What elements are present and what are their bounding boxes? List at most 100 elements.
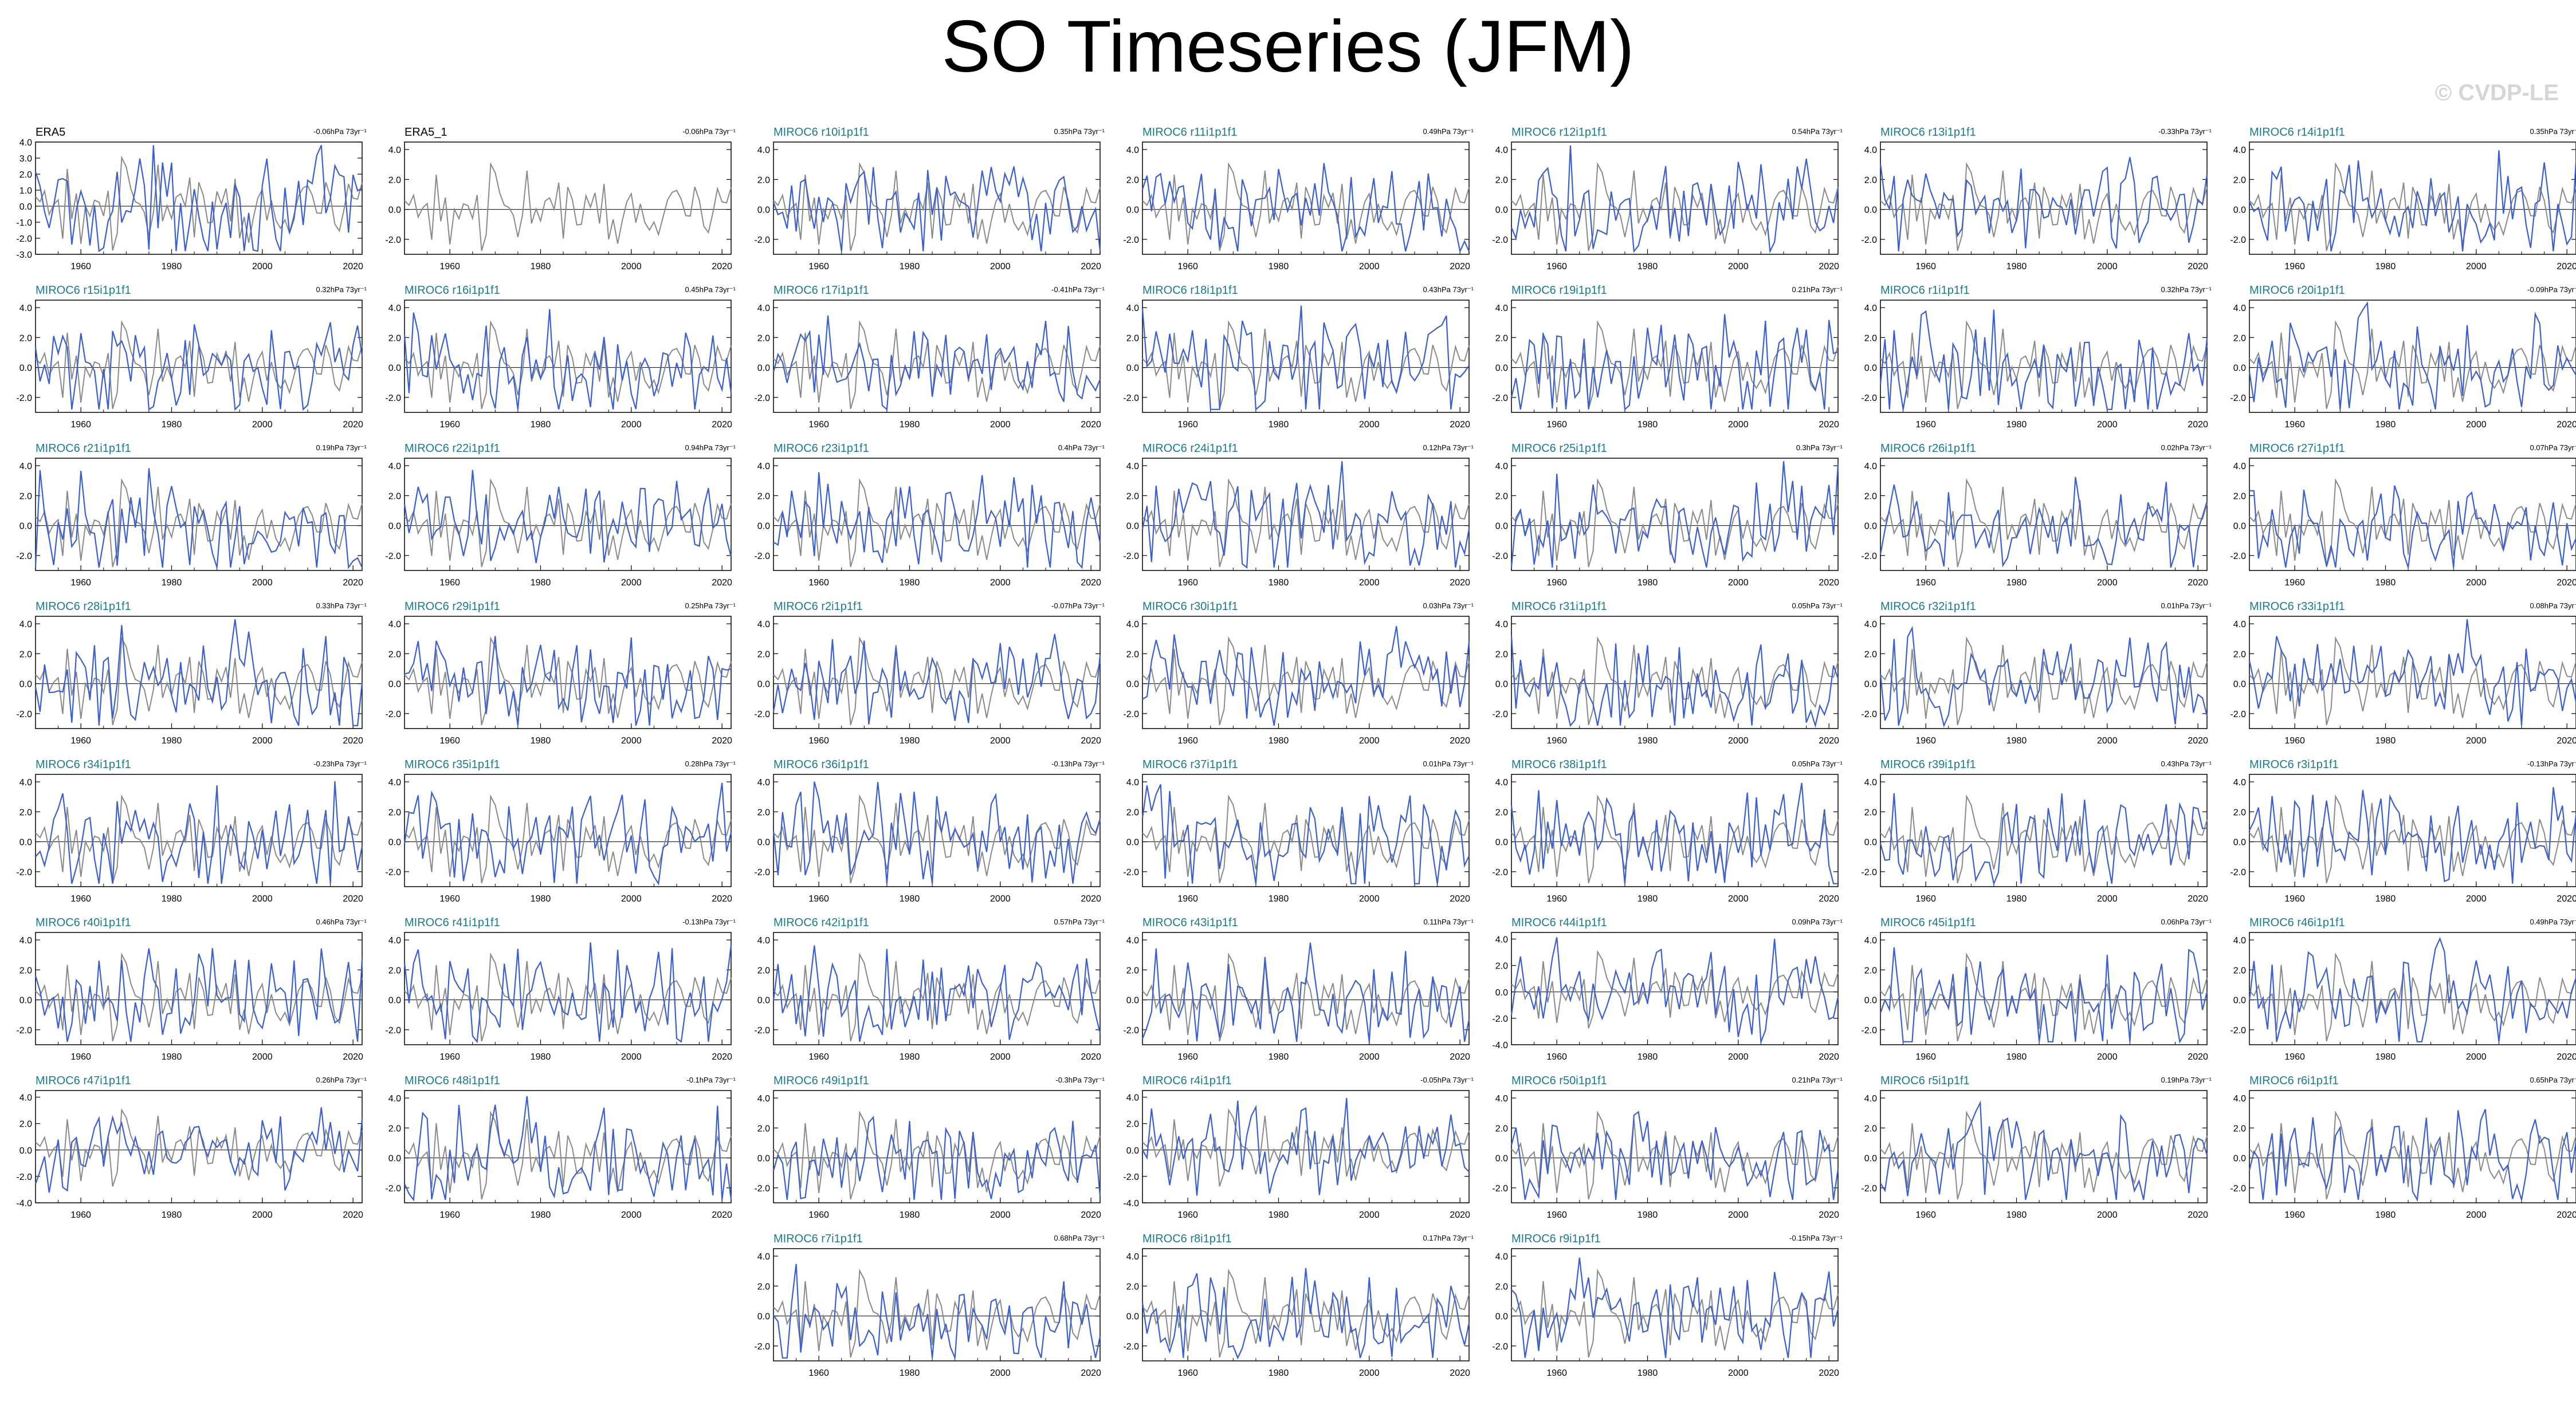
x-tick-label: 1960 [439,894,460,904]
x-tick-label: 2020 [1450,578,1470,588]
series-line [35,781,363,884]
x-tick-label: 1960 [439,578,460,588]
series-line [1141,784,1470,884]
y-tick-label: 2.0 [1126,1282,1139,1292]
reference-series-line [35,794,363,884]
plot-frame [773,300,1101,413]
y-tick-label: -2.0 [1123,235,1139,245]
series-line [1510,937,1839,1042]
x-tick-label: 1960 [70,578,91,588]
x-tick-label: 1960 [1915,1052,1936,1062]
plot-frame [35,932,363,1045]
timeseries-panel: MIROC6 r30i1p1f1 0.03hPa 73yr⁻¹ 4.0 2.0 0.0 -… [1107,599,1474,754]
panel-trend: -0.33hPa 73yr⁻¹ [2158,127,2212,136]
series-line [34,619,363,726]
x-tick-label: 1980 [2006,578,2027,588]
panel-name: MIROC6 r19i1p1f1 [1511,284,1607,297]
x-tick-label: 2020 [343,420,363,430]
timeseries-panel: MIROC6 r33i1p1f1 0.08hPa 73yr⁻¹ 4.0 2.0 0.0 -… [2214,599,2576,754]
y-tick-label: 0.0 [19,838,32,848]
plot-frame [1142,458,1470,571]
reference-series-line [1511,478,1839,568]
panel-trend: 0.33hPa 73yr⁻¹ [316,601,367,610]
y-tick-label: -2.0 [1492,710,1508,719]
x-tick-label: 1960 [2284,262,2305,271]
panel-name: MIROC6 r26i1p1f1 [1880,442,1976,455]
y-tick-label: -2.0 [385,1184,401,1194]
x-tick-label: 1960 [1546,736,1567,746]
y-tick-label: -2.0 [16,234,32,244]
x-tick-label: 2000 [990,1368,1011,1378]
y-tick-label: 4.0 [2233,1094,2246,1104]
x-tick-label: 1960 [808,262,829,271]
y-tick-label: 4.0 [1126,304,1139,313]
panel-trend: 0.28hPa 73yr⁻¹ [685,759,736,768]
timeseries-panel: MIROC6 r14i1p1f1 0.35hPa 73yr⁻¹ 4.0 2.0 0.0 -… [2214,125,2576,280]
y-tick-label: -2.0 [754,235,770,245]
x-tick-label: 2020 [1819,578,1839,588]
reference-series-line [2249,1110,2576,1200]
series-line [773,472,1101,569]
plot-frame [1511,774,1839,887]
timeseries-panel: MIROC6 r8i1p1f1 0.17hPa 73yr⁻¹ 4.0 2.0 0.0 -2… [1107,1231,1474,1386]
y-tick-label: 0.0 [1126,680,1139,690]
panel-trend: 0.21hPa 73yr⁻¹ [1792,285,1843,294]
panel-trend: 0.05hPa 73yr⁻¹ [1792,759,1843,768]
y-tick-label: 0.0 [1126,996,1139,1006]
timeseries-panel: MIROC6 r36i1p1f1 -0.13hPa 73yr⁻¹ 4.0 2.0 0.0… [738,757,1105,912]
panel-name: MIROC6 r28i1p1f1 [36,600,131,613]
x-tick-label: 1980 [1269,1368,1289,1378]
y-tick-label: 0.0 [2233,838,2246,848]
y-tick-label: 0.0 [1864,680,1877,690]
reference-series-line [404,320,732,410]
x-tick-label: 2020 [1819,894,1839,904]
y-tick-label: -2.0 [2230,393,2246,403]
panel-name: MIROC6 r7i1p1f1 [773,1233,863,1245]
y-tick-label: 0.0 [757,206,770,215]
panel-trend: -0.15hPa 73yr⁻¹ [1789,1234,1843,1242]
plot-frame [404,141,732,255]
reference-series-line [773,636,1101,726]
panel-plot: 4.0 2.0 0.0 -2.0 1960 1980 2000 2020 [1123,1248,1470,1378]
panel-name: MIROC6 r40i1p1f1 [36,916,131,929]
y-tick-label: -2.0 [385,868,401,877]
plot-frame [773,774,1101,887]
y-tick-label: -2.0 [754,1342,770,1352]
y-tick-label: -2.0 [2230,868,2246,877]
y-tick-label: 0.0 [1126,206,1139,215]
x-tick-label: 1960 [1177,1210,1198,1220]
plot-frame [773,141,1101,255]
timeseries-panel: MIROC6 r18i1p1f1 0.43hPa 73yr⁻¹ 4.0 2.0 0.0 -… [1107,283,1474,438]
y-tick-label: 0.0 [1864,364,1877,373]
y-tick-label: 4.0 [2233,304,2246,313]
panel-name: MIROC6 r39i1p1f1 [1880,758,1976,771]
panel-trend: 0.09hPa 73yr⁻¹ [1792,918,1843,926]
y-tick-label: 2.0 [1495,491,1508,501]
x-tick-label: 2000 [1359,894,1380,904]
timeseries-panel: MIROC6 r40i1p1f1 0.46hPa 73yr⁻¹ 4.0 2.0 0.0 -… [0,915,367,1070]
timeseries-panel: MIROC6 r42i1p1f1 0.57hPa 73yr⁻¹ 4.0 2.0 0.0 -… [738,915,1105,1070]
y-tick-label: 3.0 [19,154,32,164]
panel-plot: 4.0 2.0 0.0 -2.0 1960 1980 2000 2020 [385,141,732,271]
timeseries-panel: MIROC6 r46i1p1f1 0.49hPa 73yr⁻¹ 4.0 2.0 0.0 -… [2214,915,2576,1070]
panel-trend: 0.11hPa 73yr⁻¹ [1423,918,1474,926]
timeseries-panel: MIROC6 r5i1p1f1 0.19hPa 73yr⁻¹ 4.0 2.0 0.0 -2… [1845,1073,2212,1228]
x-tick-label: 2000 [1728,262,1749,271]
series-line [2248,1109,2576,1202]
panel-plot: 4.0 2.0 0.0 -2.0 1960 1980 2000 2020 [1861,300,2208,430]
y-tick-label: 2.0 [757,175,770,185]
plot-frame [35,141,363,255]
x-tick-label: 2020 [343,894,363,904]
x-tick-label: 1960 [1177,894,1198,904]
reference-series-line [1511,794,1839,884]
panel-name: MIROC6 r43i1p1f1 [1142,916,1238,929]
panel-trend: 0.17hPa 73yr⁻¹ [1423,1234,1474,1242]
panel-trend: 0.05hPa 73yr⁻¹ [1792,601,1843,610]
y-tick-label: 4.0 [1495,304,1508,313]
plot-frame [2249,458,2576,571]
plot-frame [2249,774,2576,887]
x-tick-label: 2000 [621,1052,642,1062]
y-tick-label: -2.0 [16,552,32,561]
x-tick-label: 1960 [70,420,91,430]
